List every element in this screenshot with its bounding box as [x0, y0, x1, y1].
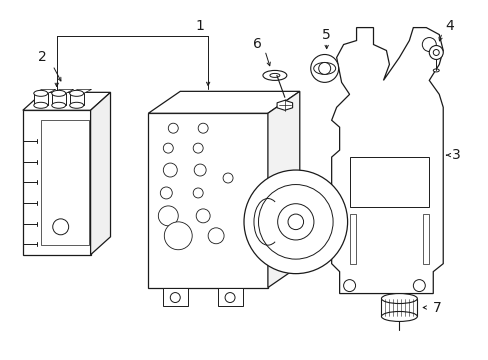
Circle shape — [277, 204, 313, 240]
Circle shape — [223, 173, 233, 183]
Circle shape — [422, 37, 435, 51]
Circle shape — [196, 209, 210, 223]
Circle shape — [164, 222, 192, 250]
Ellipse shape — [69, 90, 83, 96]
Ellipse shape — [263, 71, 286, 80]
Polygon shape — [381, 298, 416, 316]
Ellipse shape — [34, 102, 48, 108]
Ellipse shape — [52, 102, 65, 108]
Polygon shape — [277, 100, 292, 110]
Text: 4: 4 — [444, 19, 453, 33]
Circle shape — [198, 123, 208, 133]
Circle shape — [287, 214, 303, 230]
Circle shape — [163, 163, 177, 177]
Circle shape — [244, 170, 347, 274]
Ellipse shape — [313, 62, 335, 75]
Ellipse shape — [381, 293, 416, 303]
Polygon shape — [90, 92, 110, 255]
Ellipse shape — [381, 311, 416, 321]
Polygon shape — [163, 288, 188, 306]
Circle shape — [412, 280, 425, 292]
Circle shape — [194, 164, 206, 176]
Ellipse shape — [52, 90, 65, 96]
Polygon shape — [41, 120, 88, 245]
Polygon shape — [148, 113, 267, 288]
Polygon shape — [34, 93, 48, 105]
Circle shape — [343, 280, 355, 292]
Polygon shape — [267, 91, 299, 288]
Circle shape — [258, 185, 332, 259]
Ellipse shape — [34, 90, 48, 96]
Polygon shape — [349, 214, 355, 264]
Text: 3: 3 — [451, 148, 460, 162]
Text: 1: 1 — [195, 19, 204, 33]
Circle shape — [224, 293, 235, 302]
Polygon shape — [331, 28, 442, 293]
Polygon shape — [52, 89, 74, 93]
Text: 5: 5 — [322, 28, 330, 41]
Polygon shape — [69, 93, 83, 105]
Polygon shape — [423, 214, 428, 264]
Polygon shape — [52, 93, 65, 105]
Polygon shape — [23, 110, 90, 255]
Circle shape — [168, 123, 178, 133]
Circle shape — [170, 293, 180, 302]
Ellipse shape — [432, 69, 438, 72]
Circle shape — [318, 62, 330, 75]
Text: 2: 2 — [39, 50, 47, 64]
Polygon shape — [23, 92, 110, 110]
Circle shape — [158, 206, 178, 226]
Circle shape — [310, 54, 338, 82]
Circle shape — [193, 188, 203, 198]
Polygon shape — [34, 89, 56, 93]
Polygon shape — [69, 89, 91, 93]
Circle shape — [160, 187, 172, 199]
Circle shape — [53, 219, 68, 235]
Text: 6: 6 — [252, 36, 261, 50]
Circle shape — [163, 143, 173, 153]
Ellipse shape — [269, 73, 279, 77]
Circle shape — [193, 143, 203, 153]
Polygon shape — [349, 157, 428, 207]
Text: 7: 7 — [432, 301, 441, 315]
Ellipse shape — [69, 102, 83, 108]
Polygon shape — [218, 288, 243, 306]
Circle shape — [428, 45, 442, 59]
Circle shape — [432, 50, 438, 55]
Polygon shape — [148, 91, 299, 113]
Circle shape — [208, 228, 224, 244]
